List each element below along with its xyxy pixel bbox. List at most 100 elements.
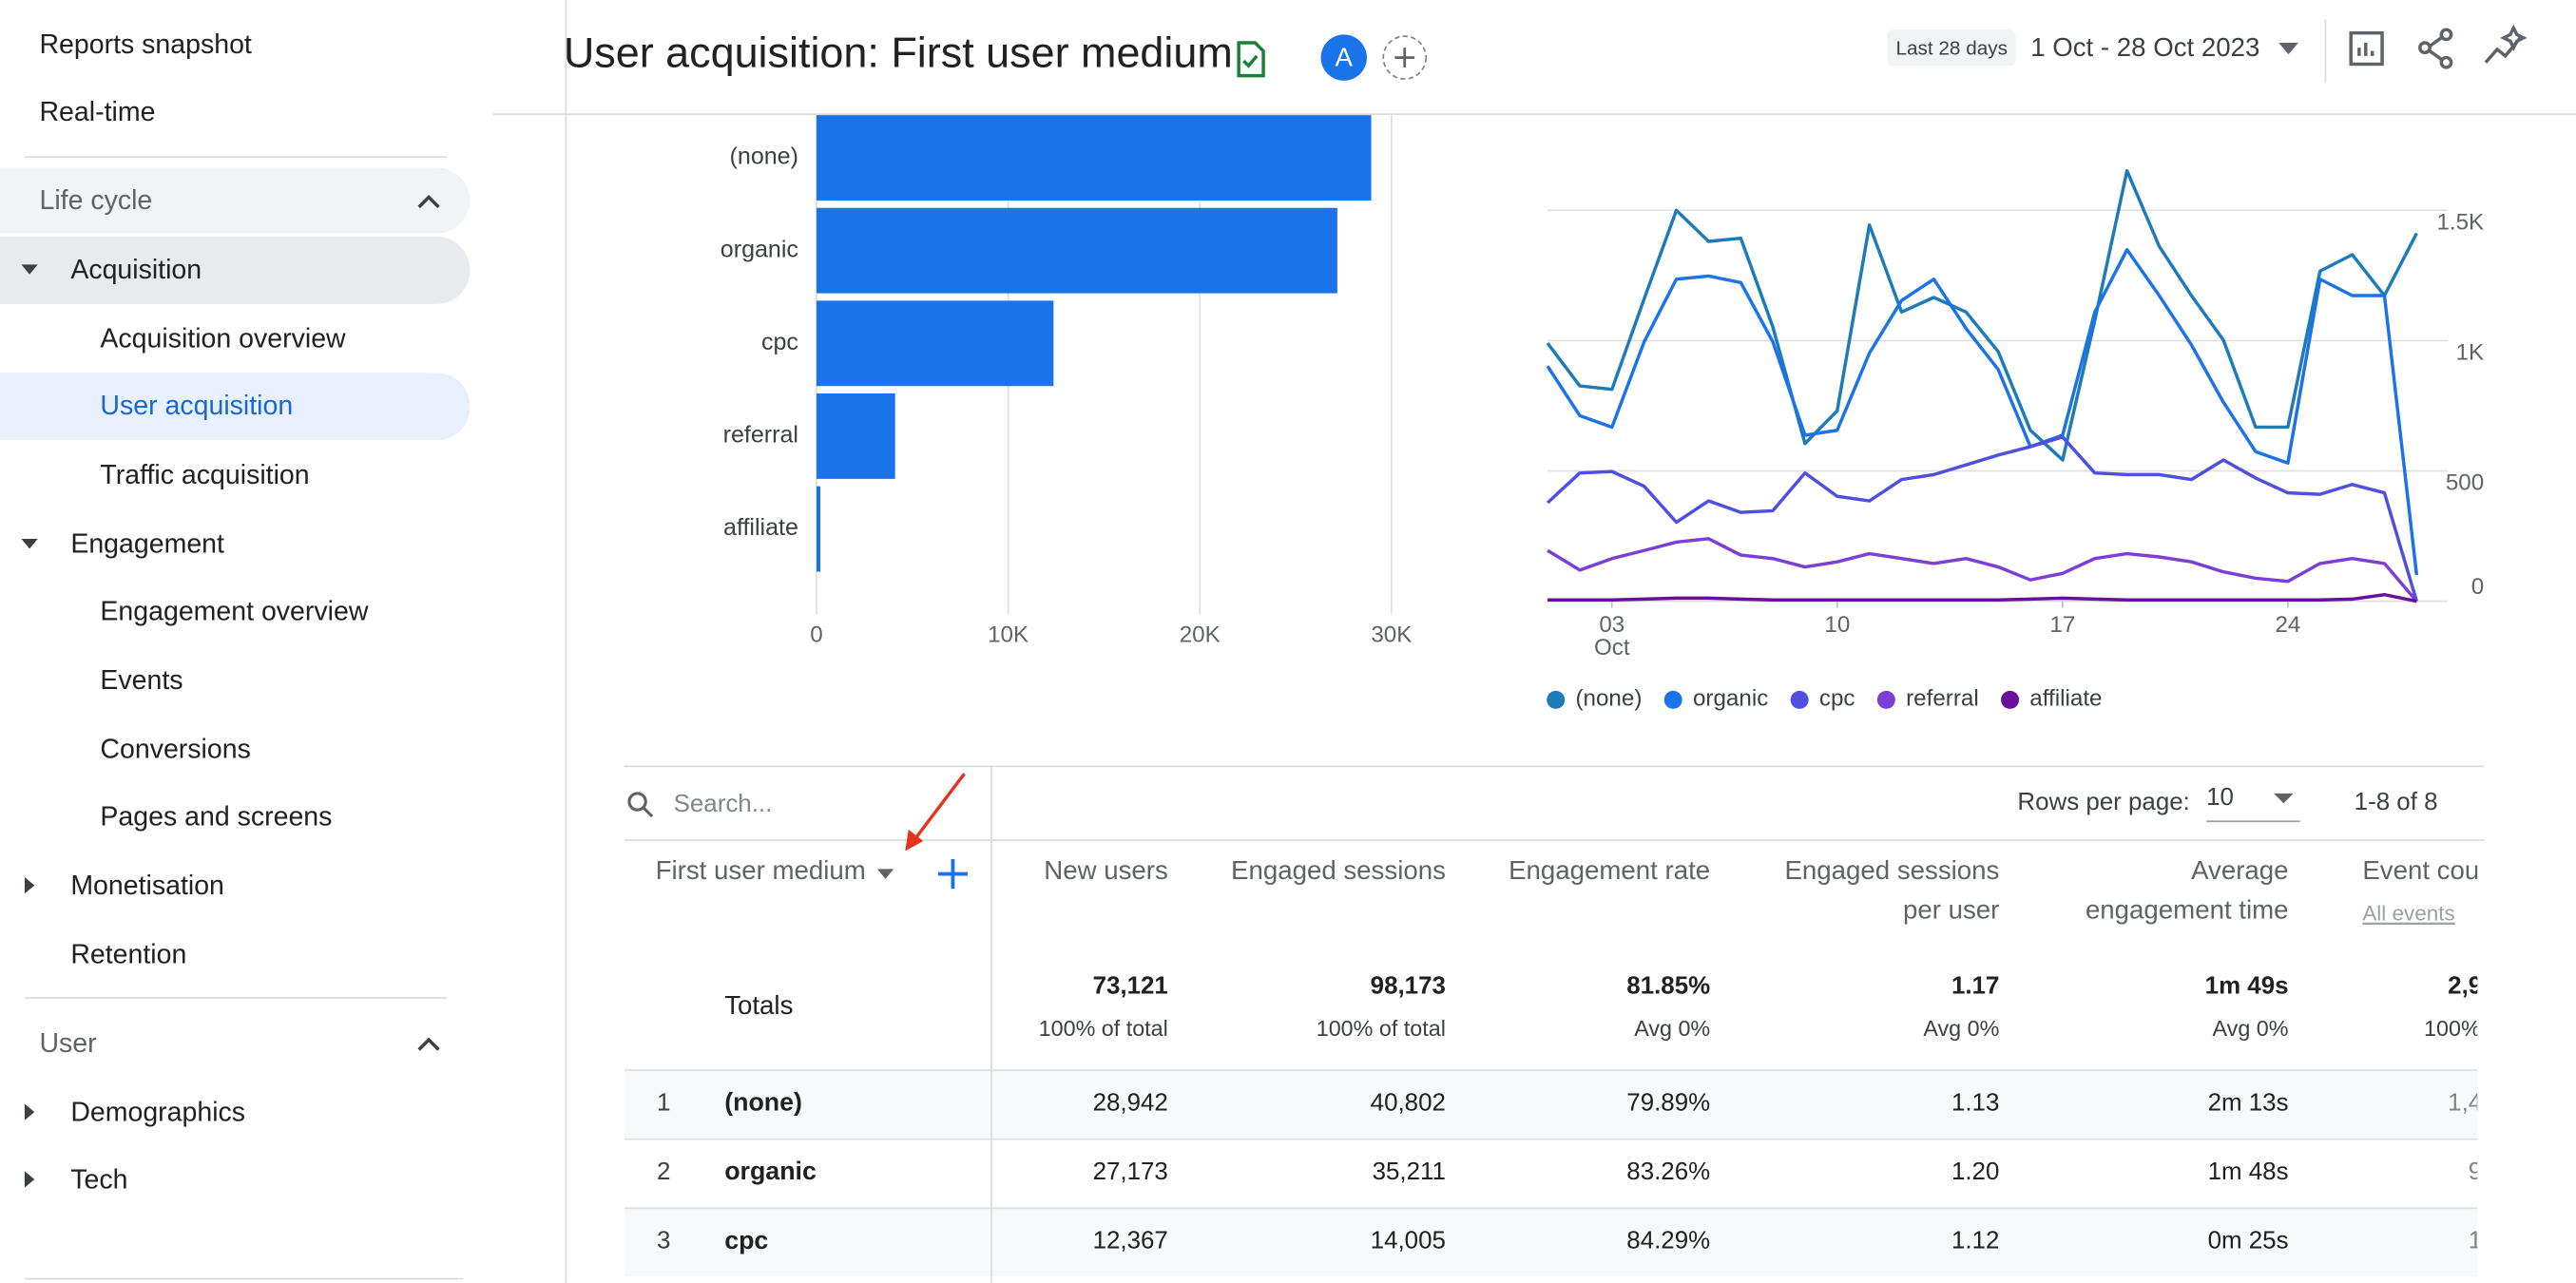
legend-label[interactable]: (none) [1575, 686, 1642, 712]
header: User acquisition: First user medium A La… [492, 0, 2576, 116]
rows-dropdown-caret[interactable] [2273, 793, 2294, 804]
x-tick-label: 10K [988, 622, 1028, 647]
row-border [624, 1069, 2478, 1071]
legend-swatch[interactable] [1547, 690, 1566, 709]
bar[interactable] [816, 115, 1372, 201]
nav-item[interactable]: Traffic acquisition [100, 460, 309, 490]
y-tick-label: (none) [730, 144, 798, 170]
cell: 2m 13s [2208, 1089, 2289, 1116]
row-bg [624, 1138, 2478, 1208]
date-range[interactable]: 1 Oct - 28 Oct 2023 [2030, 32, 2259, 62]
row-label[interactable]: (none) [724, 1088, 802, 1117]
row-label[interactable]: organic [724, 1157, 817, 1185]
column-header[interactable]: Engagement rate [1509, 855, 1710, 885]
customize-report-button[interactable] [2349, 30, 2384, 67]
column-header[interactable]: Engaged sessions [1231, 855, 1446, 885]
cell: 1m 48s [2208, 1159, 2289, 1185]
column-header[interactable]: per user [1903, 895, 1999, 925]
cell: 1,497,7 [2448, 1089, 2529, 1116]
table: Search... Rows per page: 10 1-8 of 8 First u… [624, 784, 2530, 1276]
avatar[interactable] [1320, 34, 1367, 81]
dimension-caret[interactable] [876, 869, 894, 879]
add-dimension-button[interactable] [937, 859, 968, 890]
section-highlight [0, 167, 471, 234]
totals-note: 100% of total [1039, 1016, 1168, 1041]
totals-value: 73,121 [1093, 973, 1168, 1000]
bar[interactable] [816, 300, 1054, 387]
nav-item[interactable]: Reports snapshot [39, 29, 251, 60]
series-line [1546, 168, 2418, 462]
legend-swatch[interactable] [2001, 690, 2020, 709]
column-header[interactable]: Event cou [2362, 855, 2479, 885]
nav-item[interactable]: Acquisition [70, 255, 202, 285]
column-header[interactable]: First user medium [656, 855, 866, 885]
nav-item[interactable]: Pages and screens [100, 801, 332, 832]
legend-label[interactable]: cpc [1819, 686, 1855, 712]
rows-per-page-label: Rows per page: [2017, 789, 2189, 815]
x-tick-label: 20K [1180, 622, 1221, 647]
search-input[interactable]: Search... [674, 791, 773, 817]
bar[interactable] [816, 486, 821, 572]
nav-item[interactable]: Tech [70, 1164, 127, 1195]
legend-label[interactable]: affiliate [2029, 686, 2102, 712]
row-number: 3 [657, 1228, 670, 1254]
saved-icon[interactable] [1237, 41, 1265, 78]
insights-button[interactable] [2484, 24, 2528, 64]
nav-item[interactable]: Conversions [100, 734, 250, 764]
nav-item[interactable]: Engagement overview [100, 596, 368, 626]
column-header[interactable]: engagement time [2086, 895, 2289, 925]
nav-item[interactable]: Acquisition overview [100, 323, 346, 354]
nav-section[interactable]: User [39, 1028, 97, 1059]
legend-label[interactable]: organic [1693, 686, 1768, 712]
bar[interactable] [816, 207, 1337, 294]
expand-caret[interactable] [21, 538, 38, 549]
rows-per-page[interactable]: 10 [2206, 784, 2234, 811]
collapse-caret[interactable] [24, 1171, 35, 1188]
row-border [624, 1207, 2478, 1210]
column-header[interactable]: New users [1044, 855, 1168, 885]
nav-item[interactable]: User acquisition [100, 391, 293, 421]
column-sublabel[interactable]: All events [2362, 902, 2454, 926]
legend-swatch[interactable] [1790, 690, 1809, 709]
nav-item[interactable]: Monetisation [70, 871, 224, 901]
collapse-caret[interactable] [24, 1103, 35, 1120]
collapse-caret[interactable] [24, 877, 35, 894]
row-label[interactable]: cpc [724, 1226, 768, 1254]
nav-section[interactable]: Life cycle [39, 185, 152, 216]
column-header[interactable]: Average [2191, 855, 2288, 885]
x-tick-label: 03 [1599, 612, 1624, 638]
avatar-letter: A [1336, 43, 1354, 72]
cell: 971,1 [2469, 1159, 2530, 1185]
x-tick-label: 24 [2275, 612, 2300, 638]
totals-note: Avg 0% [1923, 1016, 1999, 1041]
nav-item[interactable]: Events [100, 665, 183, 696]
row-number: 1 [657, 1089, 670, 1116]
header-bg [492, 0, 2576, 116]
bar[interactable] [816, 393, 895, 479]
legend-swatch[interactable] [1876, 690, 1895, 709]
nav-item[interactable]: Retention [70, 940, 186, 970]
nav-item[interactable]: Real-time [39, 97, 155, 127]
date-chip [1887, 29, 2016, 67]
section-chevron[interactable] [417, 195, 440, 209]
item-highlight [0, 236, 471, 304]
table-top-border [624, 765, 2485, 768]
y-tick-label: cpc [761, 329, 798, 355]
column-header[interactable]: Engaged sessions [1784, 855, 1999, 885]
legend-label[interactable]: referral [1906, 686, 1979, 712]
totals-value: 98,173 [1371, 973, 1446, 1000]
y-tick-label: organic [721, 236, 798, 262]
legend-swatch[interactable] [1663, 690, 1682, 709]
add-comparison[interactable] [1382, 35, 1428, 80]
nav-item[interactable]: Demographics [70, 1097, 245, 1127]
share-button[interactable] [2418, 28, 2453, 69]
nav-item[interactable]: Engagement [70, 528, 224, 559]
section-chevron[interactable] [417, 1037, 440, 1051]
date-dropdown-caret[interactable] [2278, 43, 2298, 55]
pagination: 1-8 of 8 [2355, 789, 2438, 815]
main-content: Search... Rows per page: 10 1-8 of 8 First u… [624, 115, 2530, 1283]
expand-caret[interactable] [21, 264, 38, 275]
series-line [1546, 248, 2419, 576]
search-icon-handle [643, 807, 654, 818]
cell: 1.20 [1951, 1159, 1999, 1185]
